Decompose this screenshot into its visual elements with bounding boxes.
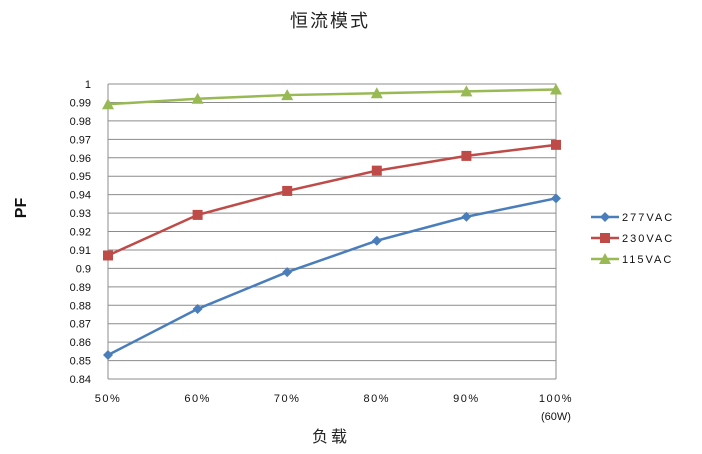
data-point-115VAC	[460, 85, 473, 97]
data-point-277VAC	[282, 267, 293, 278]
x-tick-label: 100%	[539, 393, 573, 405]
data-point-115VAC	[191, 92, 204, 104]
data-point-277VAC	[192, 303, 203, 314]
y-tick-label: 0.93	[70, 208, 91, 220]
y-tick-label: 0.88	[70, 300, 91, 312]
x-tick-label: 50%	[95, 393, 122, 405]
y-axis-label: PF	[13, 198, 30, 219]
y-tick-label: 0.87	[70, 319, 91, 331]
data-point-115VAC	[370, 87, 383, 99]
y-tick-label: 0.86	[70, 337, 91, 349]
y-tick-label: 0.94	[70, 190, 91, 202]
x-axis-label: 负载	[312, 427, 350, 446]
data-point-230VAC	[371, 165, 382, 176]
data-point-277VAC	[461, 211, 472, 222]
data-point-115VAC	[550, 83, 562, 95]
legend-label: 230VAC	[622, 233, 674, 245]
x-tick-labels: 50% 60% 70% 80% 90% 100%	[95, 393, 573, 405]
y-tick-labels: 0.84 0.85 0.86 0.87 0.88 0.89 0.9 0.91 0.92 0.93 0…	[70, 79, 91, 386]
legend-swatch-marker	[599, 253, 611, 264]
x-tick-label: 60%	[184, 393, 211, 405]
data-point-277VAC	[103, 350, 113, 361]
data-point-230VAC	[192, 209, 203, 220]
data-series	[102, 83, 562, 361]
y-tick-label: 0.97	[70, 134, 91, 146]
series-line-230VAC	[107, 143, 557, 257]
y-tick-label: 0.92	[70, 227, 91, 239]
grid-lines	[107, 83, 557, 380]
legend-label: 277VAC	[622, 212, 674, 224]
chart-title: 恒流模式	[290, 11, 370, 32]
legend-swatch-marker	[600, 212, 610, 222]
y-tick-label: 1	[85, 79, 91, 91]
data-point-115VAC	[281, 89, 294, 101]
data-point-230VAC	[282, 185, 293, 196]
data-point-230VAC	[103, 250, 113, 261]
legend-label: 115VAC	[622, 254, 673, 266]
series-line-115VAC	[107, 88, 557, 106]
y-tick-label: 0.98	[70, 116, 91, 128]
y-tick-label: 0.89	[70, 282, 91, 294]
y-tick-label: 0.85	[70, 356, 91, 368]
y-tick-label: 0.95	[70, 171, 91, 183]
data-point-277VAC	[371, 235, 382, 246]
x-tick-label: 80%	[364, 393, 391, 405]
legend: 277VAC 230VAC 115VAC	[591, 212, 674, 266]
legend-swatch-marker	[600, 233, 610, 243]
x-axis-extra-label: (60W)	[541, 411, 571, 423]
y-tick-label: 0.99	[70, 97, 91, 109]
x-tick-label: 70%	[274, 393, 301, 405]
data-point-277VAC	[551, 193, 561, 204]
data-point-230VAC	[551, 139, 561, 150]
y-tick-label: 0.91	[70, 245, 91, 257]
y-tick-label: 0.84	[70, 374, 91, 386]
x-tick-label: 90%	[453, 393, 480, 405]
y-tick-label: 0.96	[70, 153, 91, 165]
y-tick-label: 0.9	[76, 263, 91, 275]
data-point-230VAC	[461, 150, 472, 161]
series-line-277VAC	[107, 197, 557, 357]
data-point-115VAC	[102, 98, 114, 110]
